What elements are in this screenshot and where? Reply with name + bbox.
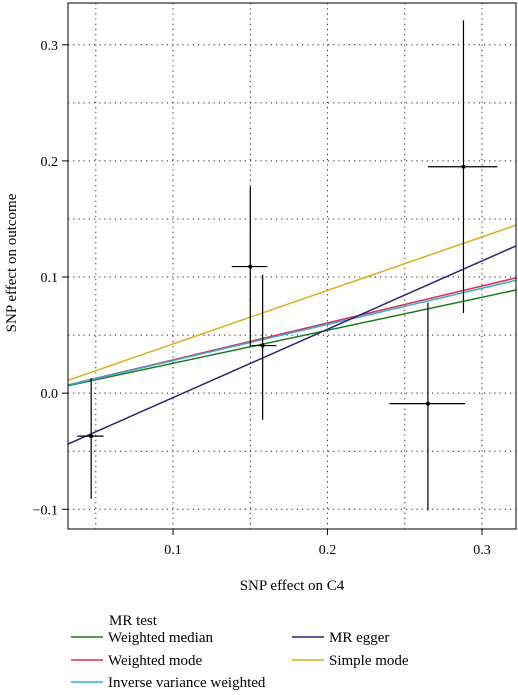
fit-line-mr-egger <box>67 245 517 445</box>
x-axis-ticks: 0.1 0.2 0.3 <box>164 529 491 558</box>
point-marker <box>89 434 94 439</box>
y-tick-label: −0.1 <box>33 503 58 518</box>
legend-item-simple-mode: Simple mode <box>292 653 409 669</box>
legend-item-weighted-mode: Weighted mode <box>71 653 203 669</box>
data-point-4 <box>389 302 466 511</box>
legend-item-weighted-median: Weighted median <box>71 630 214 646</box>
grid-lines <box>68 3 516 529</box>
legend-label: Simple mode <box>329 653 409 669</box>
regression-lines <box>67 224 517 445</box>
data-point-5 <box>427 20 498 314</box>
y-tick-label: 0.3 <box>41 39 59 54</box>
point-marker <box>248 264 253 269</box>
x-tick-label: 0.3 <box>473 543 491 558</box>
fit-line-inverse-variance-weighted <box>67 279 517 386</box>
data-point-3 <box>251 274 277 420</box>
legend: MR test Weighted median Weighted mode Inve… <box>71 613 409 691</box>
point-marker <box>260 343 265 348</box>
legend-item-inverse-variance-weighted: Inverse variance weighted <box>71 675 266 691</box>
legend-item-mr-egger: MR egger <box>292 630 389 646</box>
legend-label: MR egger <box>329 630 389 646</box>
y-axis-ticks: −0.1 0.0 0.1 0.2 0.3 <box>33 39 68 518</box>
y-tick-label: 0.1 <box>41 271 59 286</box>
point-marker <box>425 401 430 406</box>
x-axis-title: SNP effect on C4 <box>240 578 345 594</box>
x-tick-label: 0.2 <box>319 543 337 558</box>
y-tick-label: 0.2 <box>41 155 59 170</box>
legend-label: Inverse variance weighted <box>108 675 266 691</box>
data-point-2 <box>231 186 268 347</box>
point-marker <box>461 164 466 169</box>
fit-line-weighted-median <box>67 289 517 387</box>
data-point-1 <box>77 378 104 499</box>
legend-title: MR test <box>109 613 158 629</box>
y-axis-title: SNP effect on outcome <box>4 193 20 332</box>
fit-line-simple-mode <box>67 224 517 382</box>
legend-label: Weighted median <box>108 630 214 646</box>
legend-label: Weighted mode <box>108 653 203 669</box>
plot-frame <box>67 2 517 530</box>
x-tick-label: 0.1 <box>164 543 182 558</box>
y-tick-label: 0.0 <box>41 387 59 402</box>
data-points <box>77 20 498 511</box>
